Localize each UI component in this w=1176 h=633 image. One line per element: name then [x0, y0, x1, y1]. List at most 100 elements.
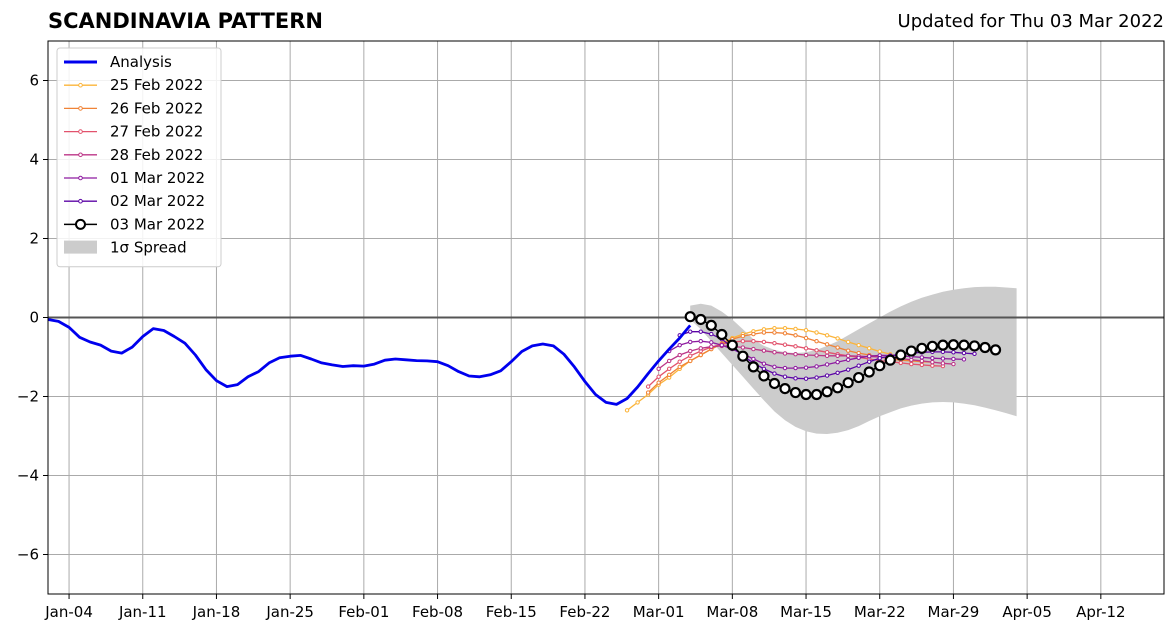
- forecast-point-2: [666, 366, 672, 372]
- spread-area: [690, 286, 1017, 434]
- forecast-point-4: [940, 356, 946, 361]
- legend-marker-forecast: [78, 82, 83, 88]
- forecast-point-4: [793, 365, 798, 371]
- chart-subtitle: Updated for Thu 03 Mar 2022: [897, 11, 1164, 32]
- forecast-point-3: [835, 353, 840, 359]
- latest-forecast-point: [916, 342, 928, 354]
- x-tick-label: Mar-29: [928, 603, 980, 621]
- forecast-point-1: [698, 352, 703, 358]
- latest-forecast-point: [895, 349, 907, 361]
- forecast-point-0: [814, 330, 819, 335]
- x-tick-label: Feb-01: [338, 603, 389, 621]
- forecast-point-0: [635, 400, 640, 405]
- forecast-point-5: [845, 367, 851, 372]
- y-tick-label: −2: [17, 388, 39, 406]
- latest-forecast-point: [979, 341, 991, 354]
- forecast-point-4: [772, 364, 777, 370]
- forecast-point-2: [688, 353, 693, 359]
- legend-marker-forecast: [78, 198, 83, 204]
- forecast-point-3: [709, 344, 714, 349]
- x-tick-label: Apr-05: [1002, 603, 1052, 621]
- forecast-point-1: [761, 330, 767, 335]
- forecast-point-0: [835, 336, 840, 341]
- forecast-point-0: [782, 325, 788, 331]
- forecast-point-5: [793, 376, 798, 381]
- legend-handle-spread: [64, 240, 97, 254]
- latest-forecast-point: [789, 386, 802, 399]
- forecast-point-2: [898, 360, 903, 366]
- forecast-point-4: [856, 355, 861, 360]
- forecast-point-4: [961, 357, 967, 362]
- forecast-point-2: [909, 361, 914, 367]
- forecast-point-4: [688, 339, 693, 345]
- forecast-point-3: [919, 358, 925, 364]
- latest-forecast-point: [874, 360, 886, 372]
- legend-label: 26 Feb 2022: [110, 99, 203, 117]
- forecast-point-3: [772, 350, 777, 355]
- latest-forecast-point: [947, 339, 960, 351]
- forecast-point-5: [961, 350, 967, 356]
- latest-forecast-point: [695, 313, 707, 326]
- forecast-point-0: [867, 346, 872, 351]
- forecast-point-2: [677, 359, 682, 364]
- forecast-point-1: [824, 342, 830, 347]
- forecast-point-3: [814, 353, 819, 358]
- forecast-point-1: [793, 333, 798, 338]
- latest-forecast-point: [737, 350, 749, 362]
- forecast-point-1: [656, 380, 661, 385]
- legend-label: Analysis: [110, 53, 172, 71]
- legend-marker-forecast: [78, 175, 83, 181]
- forecast-point-1: [782, 331, 788, 336]
- forecast-point-1: [772, 330, 777, 335]
- x-tick-label: Jan-11: [118, 603, 167, 621]
- forecast-point-3: [761, 348, 767, 353]
- latest-forecast-point: [853, 371, 865, 384]
- forecast-point-4: [803, 365, 809, 370]
- forecast-point-5: [972, 351, 977, 357]
- x-tick-label: Mar-08: [706, 603, 758, 621]
- latest-forecast-point: [968, 340, 981, 352]
- forecast-point-5: [782, 374, 788, 379]
- forecast-point-4: [709, 340, 714, 345]
- x-tick-label: Jan-04: [44, 603, 93, 621]
- forecast-point-4: [930, 355, 935, 361]
- y-tick-label: 6: [29, 72, 39, 90]
- forecast-point-4: [719, 342, 725, 348]
- forecast-point-3: [751, 346, 756, 352]
- legend: Analysis 25 Feb 2022 26 Feb 2022 27 Feb 202…: [56, 47, 222, 268]
- forecast-point-0: [845, 339, 851, 345]
- latest-forecast-point: [684, 311, 696, 323]
- legend-marker-forecast: [78, 152, 83, 158]
- forecast-point-2: [793, 344, 798, 349]
- latest-forecast-point: [821, 386, 833, 398]
- forecast-point-5: [803, 376, 809, 381]
- latest-forecast-point: [758, 370, 770, 382]
- forecast-point-3: [698, 346, 703, 351]
- forecast-point-5: [814, 375, 819, 380]
- forecast-point-1: [740, 333, 746, 339]
- forecast-point-1: [845, 348, 851, 353]
- forecast-point-2: [740, 339, 746, 344]
- forecast-point-5: [772, 371, 777, 376]
- forecast-point-3: [845, 353, 851, 359]
- forecast-point-5: [877, 355, 882, 361]
- forecast-point-2: [645, 384, 651, 389]
- forecast-point-0: [824, 333, 830, 338]
- forecast-point-4: [835, 359, 840, 365]
- series-lines: [47, 311, 1002, 413]
- forecast-point-0: [772, 325, 777, 331]
- latest-forecast-point: [768, 377, 781, 390]
- forecast-point-4: [814, 364, 819, 369]
- forecast-point-2: [761, 339, 767, 345]
- forecast-point-2: [803, 346, 809, 351]
- forecast-point-3: [666, 358, 672, 364]
- forecast-point-4: [698, 339, 703, 344]
- analysis-line: [47, 318, 692, 406]
- legend-marker-forecast: [78, 129, 83, 134]
- x-axis-ticks: Jan-04 Jan-11 Jan-18 Jan-25 Feb-01 Feb-08 Feb-…: [44, 594, 1126, 621]
- x-tick-label: Feb-08: [412, 603, 463, 621]
- legend-label: 1σ Spread: [110, 239, 187, 257]
- latest-forecast-point: [937, 339, 949, 351]
- forecast-point-4: [761, 361, 767, 366]
- latest-forecast-point: [832, 382, 844, 394]
